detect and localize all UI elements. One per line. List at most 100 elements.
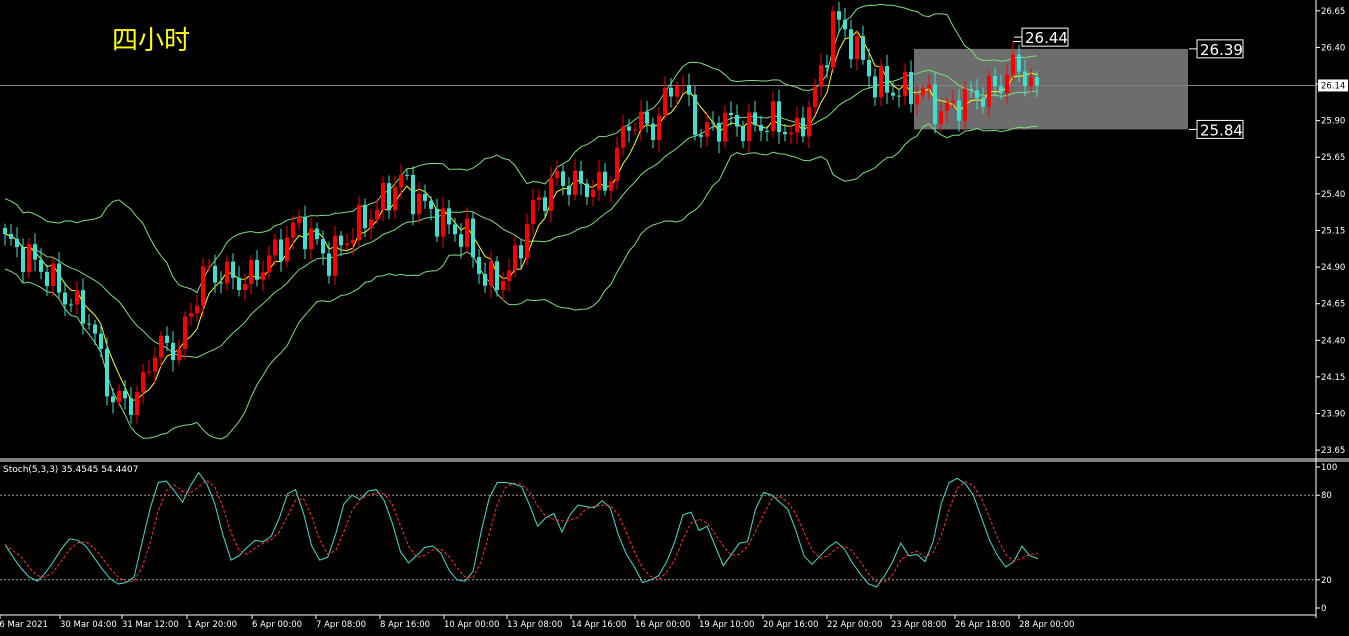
candle-body — [519, 245, 523, 259]
candle-body — [1005, 74, 1009, 93]
candle — [849, 20, 853, 69]
candle-body — [561, 171, 565, 186]
candle — [69, 298, 73, 313]
candle-body — [129, 398, 133, 415]
candle-body — [1023, 71, 1027, 87]
candle-body — [939, 111, 943, 125]
candle-body — [861, 36, 865, 60]
candle — [747, 103, 751, 153]
candle-body — [141, 372, 145, 393]
candle-body — [873, 76, 877, 98]
price-tick-label: 24.40 — [1321, 336, 1345, 346]
candle — [387, 175, 391, 220]
candle — [3, 223, 7, 246]
price-tick-label: 25.15 — [1321, 226, 1345, 236]
time-tick-label: 14 Apr 16:00 — [571, 620, 626, 630]
candle — [33, 233, 37, 272]
candle — [999, 74, 1003, 100]
candle — [363, 198, 367, 238]
candle-body — [867, 59, 871, 77]
candle-body — [483, 273, 487, 286]
candle — [615, 136, 619, 190]
candle-body — [951, 100, 955, 103]
candle-body — [339, 235, 343, 246]
price-labels-layer: 26.44 26.39 25.84 — [1013, 27, 1244, 139]
time-tick-label: 7 Apr 08:00 — [316, 620, 366, 630]
candle — [405, 169, 409, 180]
candle-body — [81, 290, 85, 324]
candle — [153, 347, 157, 383]
candle-body — [261, 272, 265, 280]
candle-body — [981, 98, 985, 107]
candle — [909, 60, 913, 113]
candle-body — [933, 84, 937, 125]
candle-body — [669, 87, 673, 97]
candle-body — [567, 185, 571, 195]
candle — [261, 260, 265, 292]
candle-body — [165, 335, 169, 343]
candle — [987, 70, 991, 118]
candle-body — [771, 101, 775, 132]
grid-layer — [0, 0, 1349, 618]
stoch-tick-label: 0 — [1321, 604, 1326, 614]
candle-body — [135, 392, 139, 415]
candle-body — [69, 304, 73, 306]
candle — [201, 258, 205, 318]
candle — [345, 233, 349, 251]
stoch-tick-label: 100 — [1321, 463, 1337, 473]
candle — [459, 223, 463, 259]
candle-body — [1029, 77, 1033, 87]
candle-body — [177, 348, 181, 361]
candle-body — [501, 281, 505, 291]
candle — [717, 116, 721, 154]
time-tick-label: 22 Apr 00:00 — [827, 620, 882, 630]
candle — [741, 121, 745, 148]
candle — [873, 68, 877, 106]
candle — [423, 184, 427, 209]
candle — [867, 48, 871, 88]
candle — [357, 196, 361, 249]
high-price-label: 26.44 — [1025, 29, 1068, 47]
candle — [123, 379, 127, 410]
candle — [639, 100, 643, 141]
candle-body — [399, 174, 403, 188]
candle — [855, 30, 859, 71]
candle-body — [447, 208, 451, 225]
candle — [927, 74, 931, 100]
candle — [825, 54, 829, 79]
candle-body — [489, 261, 493, 286]
candle — [195, 294, 199, 321]
stochastic-layer: 100 80 20 0 — [0, 463, 1337, 614]
time-axis: 26 Mar 2021 30 Mar 04:00 31 Mar 12:00 1 Apr… — [0, 615, 1074, 630]
candle — [303, 205, 307, 259]
candle — [933, 72, 937, 134]
candle-body — [225, 261, 229, 284]
candle — [129, 387, 133, 424]
candle — [945, 96, 949, 123]
candle-body — [315, 228, 319, 240]
candle-body — [831, 11, 835, 68]
candle-body — [705, 122, 709, 137]
candle-body — [357, 204, 361, 240]
candle-body — [279, 239, 283, 262]
candle-body — [549, 178, 553, 211]
candle — [87, 314, 91, 330]
candle-body — [159, 335, 163, 358]
candle — [837, 1, 841, 32]
candle — [285, 226, 289, 268]
candle — [507, 258, 511, 292]
time-tick-label: 6 Apr 00:00 — [252, 620, 302, 630]
candle-body — [573, 170, 577, 195]
box-bottom-label: 25.84 — [1200, 121, 1243, 139]
candle — [603, 162, 607, 196]
candle-body — [513, 245, 517, 271]
candle — [759, 115, 763, 142]
time-tick-label: 1 Apr 20:00 — [187, 620, 237, 630]
candle-body — [309, 228, 313, 250]
candle-body — [507, 270, 511, 282]
candle-body — [249, 259, 253, 284]
candle — [831, 6, 835, 73]
candle-body — [387, 183, 391, 211]
candle-body — [441, 208, 445, 237]
